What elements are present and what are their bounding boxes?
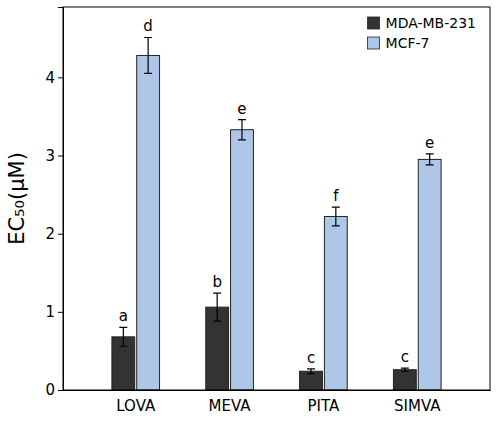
y-tick-mark	[58, 234, 63, 235]
x-tick: SIMVA	[394, 390, 441, 415]
y-tick-label: 3	[45, 147, 55, 165]
error-bar	[144, 37, 152, 73]
y-tick-label: 4	[45, 69, 55, 87]
bar	[231, 130, 254, 390]
plot: a b c c d e f e 0 1 2 3 4 LOVA MEVA PITA SIMVA MDA-MB-231…	[45, 7, 490, 415]
error-bar	[119, 327, 127, 346]
annotation: c	[307, 349, 315, 367]
error-bar	[238, 120, 246, 140]
y-tick-label: 0	[45, 381, 55, 399]
plot-frame	[63, 7, 490, 390]
y-axis: 0 1 2 3 4	[45, 8, 63, 400]
legend-swatch	[368, 17, 380, 29]
legend-label: MCF-7	[386, 35, 430, 51]
annotation: a	[119, 307, 128, 325]
error-bar	[213, 293, 221, 321]
y-axis-line	[58, 8, 64, 391]
y-tick: 0	[45, 381, 63, 399]
annotation: b	[212, 273, 222, 291]
bars	[112, 37, 441, 390]
legend-item: MDA-MB-231	[368, 15, 476, 31]
y-tick-mark	[58, 312, 63, 313]
annotation: f	[333, 187, 339, 205]
annotation: e	[237, 100, 246, 118]
error-bar	[401, 368, 409, 371]
y-tick: 1	[45, 303, 63, 321]
error-bar	[426, 154, 434, 165]
bar	[418, 159, 441, 390]
legend-item: MCF-7	[368, 35, 430, 51]
x-tick: LOVA	[116, 390, 156, 415]
error-bar	[332, 207, 340, 226]
y-tick-mark	[58, 156, 63, 157]
legend-label: MDA-MB-231	[386, 15, 476, 31]
chart: a b c c d e f e 0 1 2 3 4 LOVA MEVA PITA SIMVA MDA-MB-231…	[0, 0, 500, 424]
y-tick: 2	[45, 225, 63, 243]
y-tick: 3	[45, 147, 63, 165]
bar	[137, 55, 160, 390]
error-bar	[307, 369, 315, 374]
annotation: c	[401, 348, 409, 366]
x-axis-line	[64, 390, 491, 391]
y-tick-mark	[58, 390, 63, 391]
legend-swatch	[368, 37, 380, 49]
bar	[324, 216, 347, 390]
x-axis: LOVA MEVA PITA SIMVA	[64, 390, 491, 415]
x-tick-label: PITA	[308, 397, 340, 415]
x-tick: MEVA	[209, 390, 252, 415]
annotation: e	[425, 134, 434, 152]
y-tick-label: 2	[45, 225, 55, 243]
y-tick: 4	[45, 69, 63, 87]
x-tick-label: MEVA	[209, 397, 252, 415]
legend: MDA-MB-231 MCF-7	[368, 15, 476, 51]
annotation: d	[143, 17, 153, 35]
y-tick-mark	[58, 77, 63, 78]
x-tick-label: SIMVA	[394, 397, 441, 415]
bar	[393, 370, 416, 390]
x-tick-label: LOVA	[116, 397, 156, 415]
y-axis-title: EC₅₀(μM)	[5, 152, 29, 245]
y-tick-label: 1	[45, 303, 55, 321]
x-tick: PITA	[308, 390, 340, 415]
